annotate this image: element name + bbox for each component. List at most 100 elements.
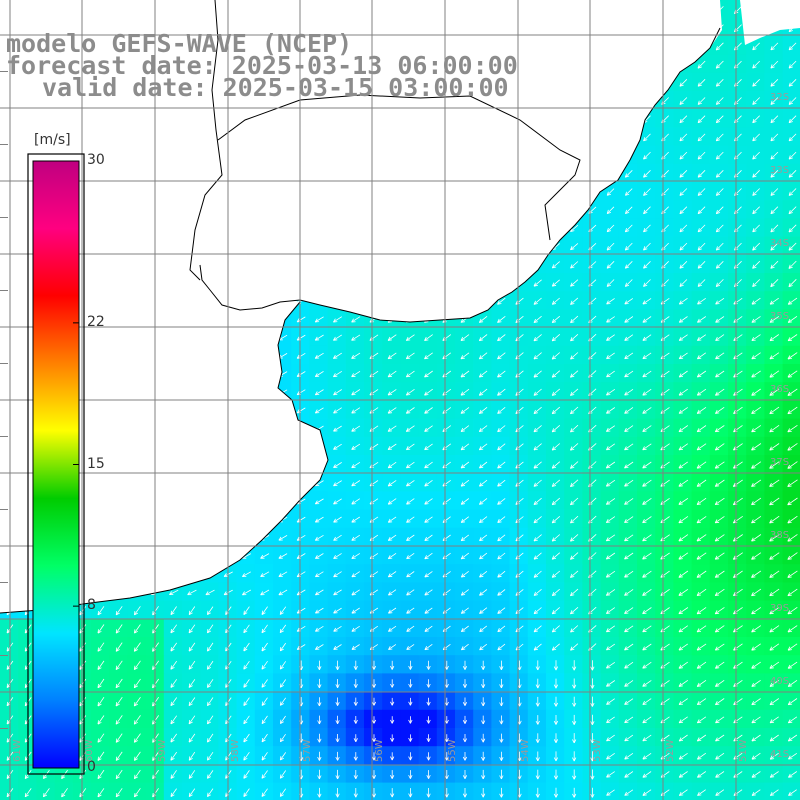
wind-arrow [553, 660, 559, 671]
field-cell [782, 254, 800, 274]
field-cell [582, 473, 602, 492]
wind-arrow [752, 188, 760, 196]
field-cell [436, 618, 456, 638]
field-cell [509, 673, 529, 693]
field-cell [655, 327, 674, 347]
wind-arrow [406, 589, 415, 596]
field-cell [582, 418, 602, 438]
wind-arrow [696, 534, 707, 542]
field-cell [764, 72, 784, 92]
wind-arrow [479, 498, 488, 505]
wind-arrow [169, 589, 179, 595]
field-cell [455, 746, 474, 765]
field-cell [746, 345, 765, 365]
wind-arrow [590, 733, 595, 744]
field-cell [327, 637, 347, 656]
field-cell [600, 236, 620, 256]
field-cell [309, 582, 329, 602]
field-cell [273, 709, 292, 729]
wind-arrow [696, 661, 707, 669]
field-cell [709, 309, 729, 329]
field-cell [582, 254, 602, 274]
wind-arrow [551, 424, 561, 433]
wind-arrow [605, 479, 616, 487]
wind-arrow [714, 443, 725, 451]
wind-arrow [353, 697, 358, 706]
wind-arrow [333, 553, 342, 559]
wind-arrow [572, 660, 577, 671]
wind-arrow [260, 571, 270, 577]
wind-arrow [97, 788, 105, 798]
wind-arrow [624, 242, 633, 251]
wind-arrow [788, 206, 797, 215]
wind-arrow [642, 570, 652, 578]
field-cell [473, 527, 492, 547]
field-cell [691, 273, 711, 292]
wind-arrow [715, 316, 725, 323]
field-cell [182, 691, 201, 711]
wind-arrow [61, 788, 68, 798]
wind-arrow [170, 697, 178, 707]
wind-arrow [462, 734, 468, 743]
field-cell [527, 382, 547, 401]
field-cell [236, 600, 256, 620]
wind-arrow [533, 315, 542, 323]
field-cell [254, 546, 274, 565]
field-cell [382, 709, 401, 729]
wind-arrow [535, 751, 540, 762]
wind-arrow [769, 771, 779, 778]
field-cell [728, 709, 747, 729]
wind-arrow [787, 588, 798, 597]
wind-arrow [606, 407, 616, 414]
wind-arrow [170, 679, 178, 688]
field-cell [546, 455, 565, 474]
longitude-label: 53W [592, 739, 603, 762]
wind-arrow [353, 752, 358, 761]
field-cell [655, 582, 674, 602]
field-cell [345, 364, 365, 383]
wind-arrow [570, 352, 579, 360]
field-cell [709, 637, 729, 656]
wind-arrow [481, 769, 486, 780]
wind-arrow [751, 461, 762, 469]
wind-arrow [243, 642, 250, 652]
wind-arrow [769, 534, 780, 542]
field-cell [618, 655, 638, 674]
wind-arrow [678, 716, 688, 724]
wind-arrow [314, 516, 324, 523]
field-cell [709, 746, 729, 765]
wind-arrow [460, 570, 469, 578]
wind-arrow [570, 370, 579, 378]
field-cell [527, 728, 547, 747]
field-cell [91, 673, 110, 693]
field-cell [673, 145, 693, 165]
field-cell [309, 546, 329, 565]
field-cell [418, 564, 438, 583]
field-cell [728, 418, 747, 438]
field-cell [764, 600, 784, 620]
wind-arrow [787, 515, 798, 524]
field-cell [691, 309, 711, 329]
wind-arrow [261, 624, 268, 634]
field-cell [691, 91, 711, 110]
field-cell [473, 709, 492, 729]
wind-arrow [787, 497, 798, 506]
field-cell [382, 546, 401, 565]
wind-arrow [697, 79, 706, 87]
field-cell [273, 564, 292, 583]
longitude-label: 58W [230, 739, 241, 762]
wind-arrow [678, 497, 689, 505]
field-cell [455, 436, 474, 456]
field-cell [327, 618, 347, 638]
field-cell [746, 145, 765, 165]
field-cell [436, 637, 456, 656]
field-cell [382, 473, 401, 492]
wind-arrow [715, 188, 724, 196]
wind-arrow [678, 588, 689, 596]
field-cell [637, 327, 656, 347]
wind-arrow [642, 771, 652, 778]
field-cell [473, 637, 492, 656]
latitude-label: 34S [770, 238, 790, 249]
field-cell [728, 218, 747, 238]
field-cell [491, 746, 511, 765]
